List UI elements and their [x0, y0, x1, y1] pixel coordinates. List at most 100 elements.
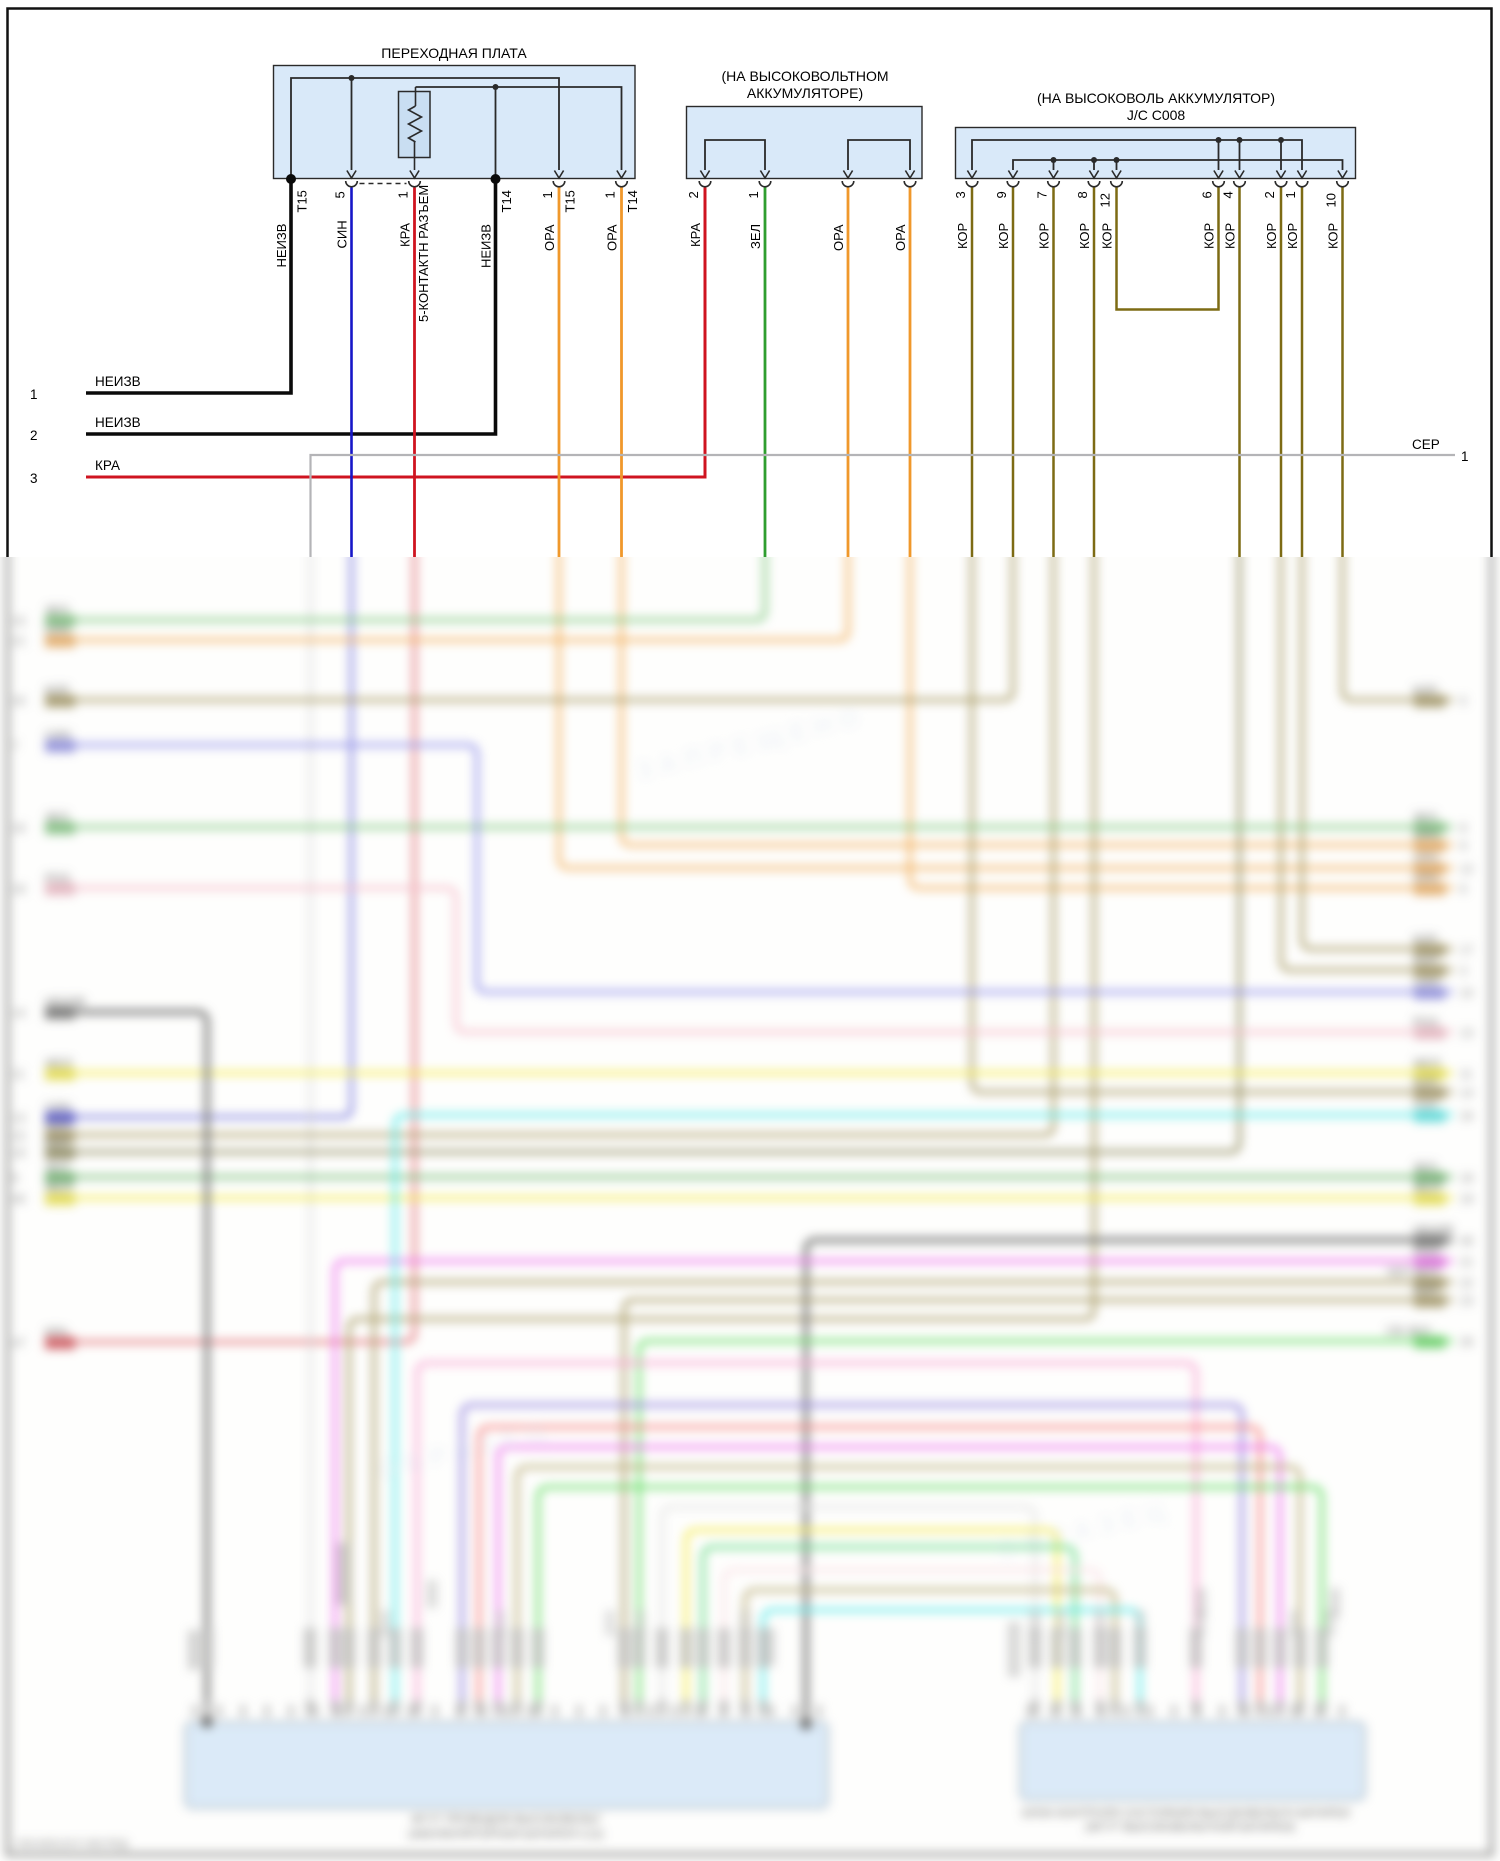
- svg-text:T15: T15: [295, 190, 310, 212]
- svg-text:20: 20: [12, 694, 26, 708]
- svg-text:КОР: КОР: [1285, 223, 1300, 249]
- svg-text:1: 1: [396, 191, 411, 198]
- svg-text:8: 8: [1075, 191, 1090, 198]
- svg-text:НЕИЗВ: НЕИЗВ: [479, 224, 494, 268]
- svg-text:6: 6: [1200, 191, 1215, 198]
- svg-text:10: 10: [1460, 986, 1474, 1000]
- svg-text:РОЗ: РОЗ: [1413, 1015, 1437, 1029]
- svg-text:ОРА: ОРА: [831, 224, 846, 251]
- svg-text:1: 1: [30, 387, 38, 402]
- svg-text:КРА: КРА: [398, 223, 413, 247]
- svg-text:ЧЕР-БЕЛ: ЧЕР-БЕЛ: [1386, 1265, 1438, 1279]
- svg-text:4: 4: [1221, 191, 1236, 198]
- svg-text:ЗЕЛ: ЗЕЛ: [1413, 810, 1436, 824]
- svg-text:КРА: КРА: [688, 223, 703, 247]
- svg-text:ОРА: ОРА: [1413, 828, 1438, 842]
- svg-text:БЛОК КОНТРОЛЯ СОСТОЯНИЯ ВЫСОКО: БЛОК КОНТРОЛЯ СОСТОЯНИЯ ВЫСОКОВОЛЬТН БАТ…: [1022, 1808, 1349, 1820]
- svg-text:1: 1: [1461, 449, 1469, 464]
- svg-text:ОРА: ОРА: [1413, 871, 1438, 885]
- svg-text:КОР: КОР: [1326, 223, 1341, 249]
- svg-text:1: 1: [1283, 191, 1298, 198]
- svg-text:6: 6: [1460, 882, 1467, 896]
- svg-text:14: 14: [1460, 1086, 1474, 1100]
- svg-text:СВ-ЗЕЛ: СВ-ЗЕЛ: [1386, 1324, 1430, 1338]
- svg-text:ОРА: ОРА: [893, 224, 908, 251]
- svg-text:КОР: КОР: [1077, 223, 1092, 249]
- svg-text:КОР: КОР: [1413, 1283, 1437, 1297]
- svg-text:19: 19: [12, 1146, 26, 1160]
- svg-text:15: 15: [12, 1129, 26, 1143]
- svg-text:T14: T14: [499, 190, 514, 212]
- svg-text:ЗЕЛ: ЗЕЛ: [45, 810, 68, 824]
- svg-text:12: 12: [1460, 862, 1474, 876]
- svg-text:5: 5: [1460, 694, 1467, 708]
- svg-text:13: 13: [1460, 1026, 1474, 1040]
- svg-text:ОРА: ОРА: [605, 224, 620, 251]
- svg-text:ЖЕЛ: ЖЕЛ: [45, 1056, 72, 1070]
- svg-text:ЖЕЛ: ЖЕЛ: [45, 1181, 72, 1195]
- svg-text:РОЗ: РОЗ: [1413, 1244, 1437, 1258]
- svg-text:ЗЕЛ: ЗЕЛ: [45, 1160, 68, 1174]
- svg-text:КОР: КОР: [1413, 953, 1437, 967]
- svg-text:НЕИЗВ: НЕИЗВ: [45, 995, 86, 1009]
- svg-text:ПЕРЕХОДНАЯ ПЛАТА: ПЕРЕХОДНАЯ ПЛАТА: [381, 45, 527, 61]
- svg-text:7: 7: [12, 739, 19, 753]
- svg-text:5-КОНТАКТН РАЗЪЕМ: 5-КОНТАКТН РАЗЪЕМ: [416, 185, 431, 322]
- svg-text:НЕИЗВ: НЕИЗВ: [95, 415, 141, 430]
- svg-text:КОР: КОР: [1413, 1075, 1437, 1089]
- svg-text:КОР: КОР: [1202, 223, 1217, 249]
- svg-text:3: 3: [1460, 964, 1467, 978]
- svg-text:КРА: КРА: [95, 458, 120, 473]
- svg-text:2: 2: [1262, 191, 1277, 198]
- svg-text:23: 23: [1460, 1294, 1474, 1308]
- svg-text:8: 8: [1460, 821, 1467, 835]
- svg-text:15: 15: [12, 614, 26, 628]
- svg-text:19: 19: [1460, 1192, 1474, 1206]
- svg-text:РОЗ: РОЗ: [45, 871, 69, 885]
- svg-text:10: 10: [1324, 193, 1339, 207]
- svg-text:(НА ВЫСОКОВОЛЬТНОМ: (НА ВЫСОКОВОЛЬТНОМ: [721, 68, 888, 84]
- svg-text:(НА ВЫСОКОВОЛЬ АККУМУЛЯТОР): (НА ВЫСОКОВОЛЬ АККУМУЛЯТОР): [1037, 90, 1275, 106]
- svg-text:5: 5: [333, 191, 348, 198]
- svg-text:КОР: КОР: [1100, 223, 1115, 249]
- svg-text:НЕИЗВ: НЕИЗВ: [1413, 1223, 1454, 1237]
- svg-text:14: 14: [12, 1006, 26, 1020]
- svg-text:3: 3: [953, 191, 968, 198]
- svg-text:C00-845123-F-003 РЕД: C00-845123-F-003 РЕД: [15, 1838, 128, 1850]
- svg-text:(ЖГУТ ВЫСОКОВОЛЬТНОЙ БАТАРЕИ): (ЖГУТ ВЫСОКОВОЛЬТНОЙ БАТАРЕИ): [1085, 1821, 1295, 1834]
- svg-text:ЖЕЛ: ЖЕЛ: [1413, 1181, 1440, 1195]
- svg-text:КОР: КОР: [1413, 932, 1437, 946]
- svg-text:46: 46: [12, 1192, 26, 1206]
- svg-text:6: 6: [12, 1171, 19, 1185]
- svg-text:12: 12: [1098, 193, 1113, 207]
- svg-text:16: 16: [12, 821, 26, 835]
- svg-text:1: 1: [540, 191, 555, 198]
- svg-text:ЗЕЛ: ЗЕЛ: [1413, 1160, 1436, 1174]
- svg-text:47: 47: [12, 1336, 26, 1350]
- svg-text:КОР: КОР: [45, 1135, 69, 1149]
- svg-text:7: 7: [1035, 191, 1050, 198]
- svg-text:21: 21: [12, 634, 26, 648]
- svg-text:АККУМУЛЯТОРЕ): АККУМУЛЯТОРЕ): [747, 85, 863, 101]
- svg-text:21: 21: [1460, 1255, 1474, 1269]
- svg-text:1: 1: [603, 191, 618, 198]
- svg-text:СИН: СИН: [45, 1100, 71, 1114]
- svg-text:13: 13: [12, 1111, 26, 1125]
- svg-text:26: 26: [1460, 1335, 1474, 1349]
- svg-text:18: 18: [12, 882, 26, 896]
- svg-text:2: 2: [686, 191, 701, 198]
- svg-text:2: 2: [30, 428, 38, 443]
- svg-text:22: 22: [1460, 1276, 1474, 1290]
- svg-text:T15: T15: [563, 190, 578, 212]
- svg-text:ОРА: ОРА: [1413, 851, 1438, 865]
- svg-text:ОРА: ОРА: [45, 623, 70, 637]
- svg-text:КОР: КОР: [1413, 683, 1437, 697]
- svg-text:КОР: КОР: [1223, 223, 1238, 249]
- svg-text:3: 3: [30, 471, 38, 486]
- svg-text:КОР: КОР: [45, 683, 69, 697]
- svg-text:9: 9: [1460, 839, 1467, 853]
- svg-text:J/C C008: J/C C008: [1127, 107, 1186, 123]
- svg-text:ОРА: ОРА: [542, 224, 557, 251]
- svg-text:НЕИЗВ: НЕИЗВ: [274, 224, 289, 268]
- svg-text:СИН: СИН: [335, 220, 350, 248]
